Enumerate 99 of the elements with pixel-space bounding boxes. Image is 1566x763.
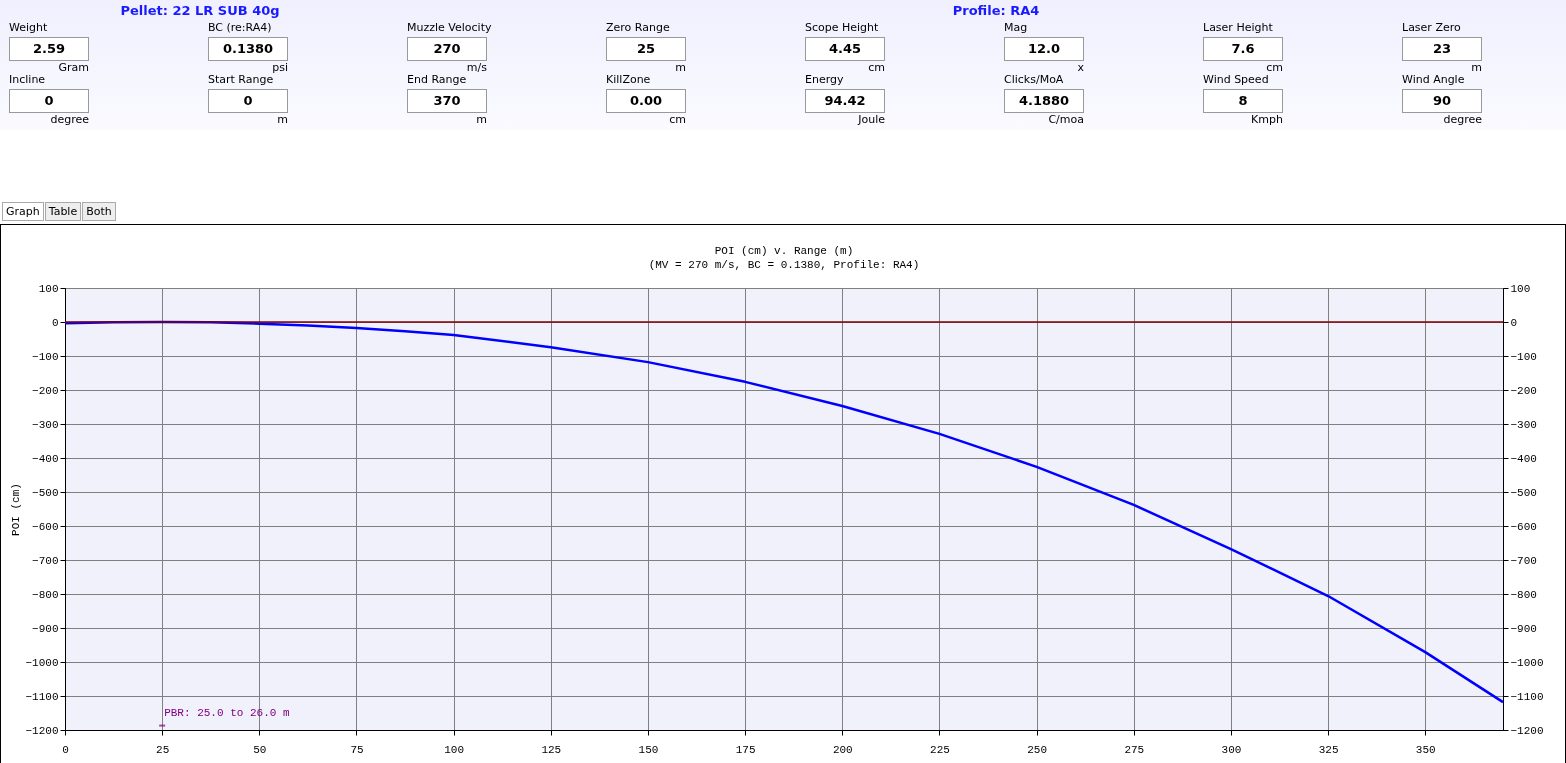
x-tick-label: 300: [1221, 743, 1242, 756]
text: Weight: [9, 21, 48, 34]
text: degree: [1443, 113, 1482, 126]
text: 2.59: [9, 37, 89, 61]
text: C/moa: [1048, 113, 1084, 126]
y-tick-label: 100: [38, 282, 59, 295]
x-tick-label: 175: [735, 743, 756, 756]
x-tick-label: 275: [1124, 743, 1145, 756]
text: psi: [272, 61, 288, 74]
y-tick-label: −800: [32, 588, 59, 601]
text: Laser Zero: [1402, 21, 1461, 34]
y2-tick-label: −900: [1510, 622, 1537, 635]
y-tick-label: −700: [32, 554, 59, 567]
y2-tick-label: −1100: [1510, 690, 1544, 703]
text: Laser Height: [1203, 21, 1273, 34]
text: Both: [82, 202, 116, 221]
text: 7.6: [1203, 37, 1283, 61]
chart-subtitle: (MV = 270 m/s, BC = 0.1380, Profile: RA4): [648, 259, 920, 271]
text: 25: [606, 37, 686, 61]
y-tick-label: −600: [32, 520, 59, 533]
text: Wind Speed: [1203, 73, 1269, 86]
y-tick-label: −300: [32, 418, 59, 431]
text: m: [1471, 61, 1482, 74]
text: m: [277, 113, 288, 126]
x-tick-label: 100: [444, 743, 465, 756]
y2-tick-label: −200: [1510, 384, 1537, 397]
x-tick-label: 225: [930, 743, 950, 756]
text: Clicks/MoA: [1004, 73, 1064, 86]
y2-tick-label: −100: [1510, 350, 1537, 363]
y-tick-label: −1000: [25, 656, 59, 669]
y2-tick-label: −500: [1510, 486, 1537, 499]
text: cm: [669, 113, 686, 126]
x-tick-label: 200: [832, 743, 853, 756]
x-tick-label: 350: [1415, 743, 1436, 756]
text: cm: [868, 61, 885, 74]
text: Zero Range: [606, 21, 670, 34]
y2-tick-label: −600: [1510, 520, 1537, 533]
text: cm: [1266, 61, 1283, 74]
y2-tick-label: −300: [1510, 418, 1537, 431]
x-tick-label: 25: [156, 743, 170, 756]
y2-tick-label: −800: [1510, 588, 1537, 601]
text: m: [476, 113, 487, 126]
text: 23: [1402, 37, 1482, 61]
text: 0.1380: [208, 37, 288, 61]
text: degree: [50, 113, 89, 126]
text: 12.0: [1004, 37, 1084, 61]
y-tick-label: −1200: [25, 724, 59, 737]
y-axis-title: POI (cm): [10, 483, 23, 536]
text: Scope Height: [805, 21, 879, 34]
x-tick-label: 0: [62, 743, 69, 756]
text: Incline: [9, 73, 46, 86]
text: Profile: RA4: [951, 3, 1041, 18]
y-tick-label: 0: [51, 316, 59, 329]
y2-tick-label: −700: [1510, 554, 1537, 567]
y-tick-label: −100: [32, 350, 59, 363]
text: Pellet: 22 LR SUB 40g: [119, 3, 281, 18]
y2-tick-label: −400: [1510, 452, 1537, 465]
text: 270: [407, 37, 487, 61]
text: End Range: [407, 73, 467, 86]
text: x: [1077, 61, 1084, 74]
text: Graph: [2, 202, 44, 221]
text: 8: [1203, 89, 1283, 113]
text: 370: [407, 89, 487, 113]
x-tick-label: 250: [1027, 743, 1048, 756]
text: Joule: [858, 113, 885, 126]
y2-tick-label: 100: [1510, 282, 1531, 295]
y2-tick-label: −1200: [1510, 724, 1544, 737]
text: m: [675, 61, 686, 74]
x-tick-label: 75: [350, 743, 364, 756]
text: Muzzle Velocity: [407, 21, 492, 34]
text: Start Range: [208, 73, 274, 86]
text: 4.1880: [1004, 89, 1084, 113]
y-tick-label: −500: [32, 486, 59, 499]
y-tick-label: −900: [32, 622, 59, 635]
text: 94.42: [805, 89, 885, 113]
text: 4.45: [805, 37, 885, 61]
text: Table: [44, 202, 82, 221]
text: 0.00: [606, 89, 686, 113]
y-tick-label: −1100: [25, 690, 59, 703]
x-tick-label: 125: [541, 743, 562, 756]
text: m/s: [466, 61, 487, 74]
annotation: PBR: 25.0 to 26.0 m: [164, 706, 290, 719]
text: BC (re:RA4): [208, 21, 272, 34]
y-tick-label: −400: [32, 452, 59, 465]
text: Gram: [58, 61, 89, 74]
text: KillZone: [606, 73, 651, 86]
text: 0: [208, 89, 288, 113]
text: Kmph: [1251, 113, 1283, 126]
x-tick-label: 50: [253, 743, 267, 756]
chart-title: POI (cm) v. Range (m): [714, 245, 854, 257]
y2-tick-label: −1000: [1510, 656, 1544, 669]
x-tick-label: 325: [1318, 743, 1339, 756]
text: 90: [1402, 89, 1482, 113]
x-tick-label: 150: [638, 743, 659, 756]
y-tick-label: −200: [32, 384, 59, 397]
text: Energy: [805, 73, 844, 86]
y2-tick-label: 0: [1510, 316, 1518, 329]
text: Wind Angle: [1402, 73, 1465, 86]
text: Mag: [1004, 21, 1028, 34]
